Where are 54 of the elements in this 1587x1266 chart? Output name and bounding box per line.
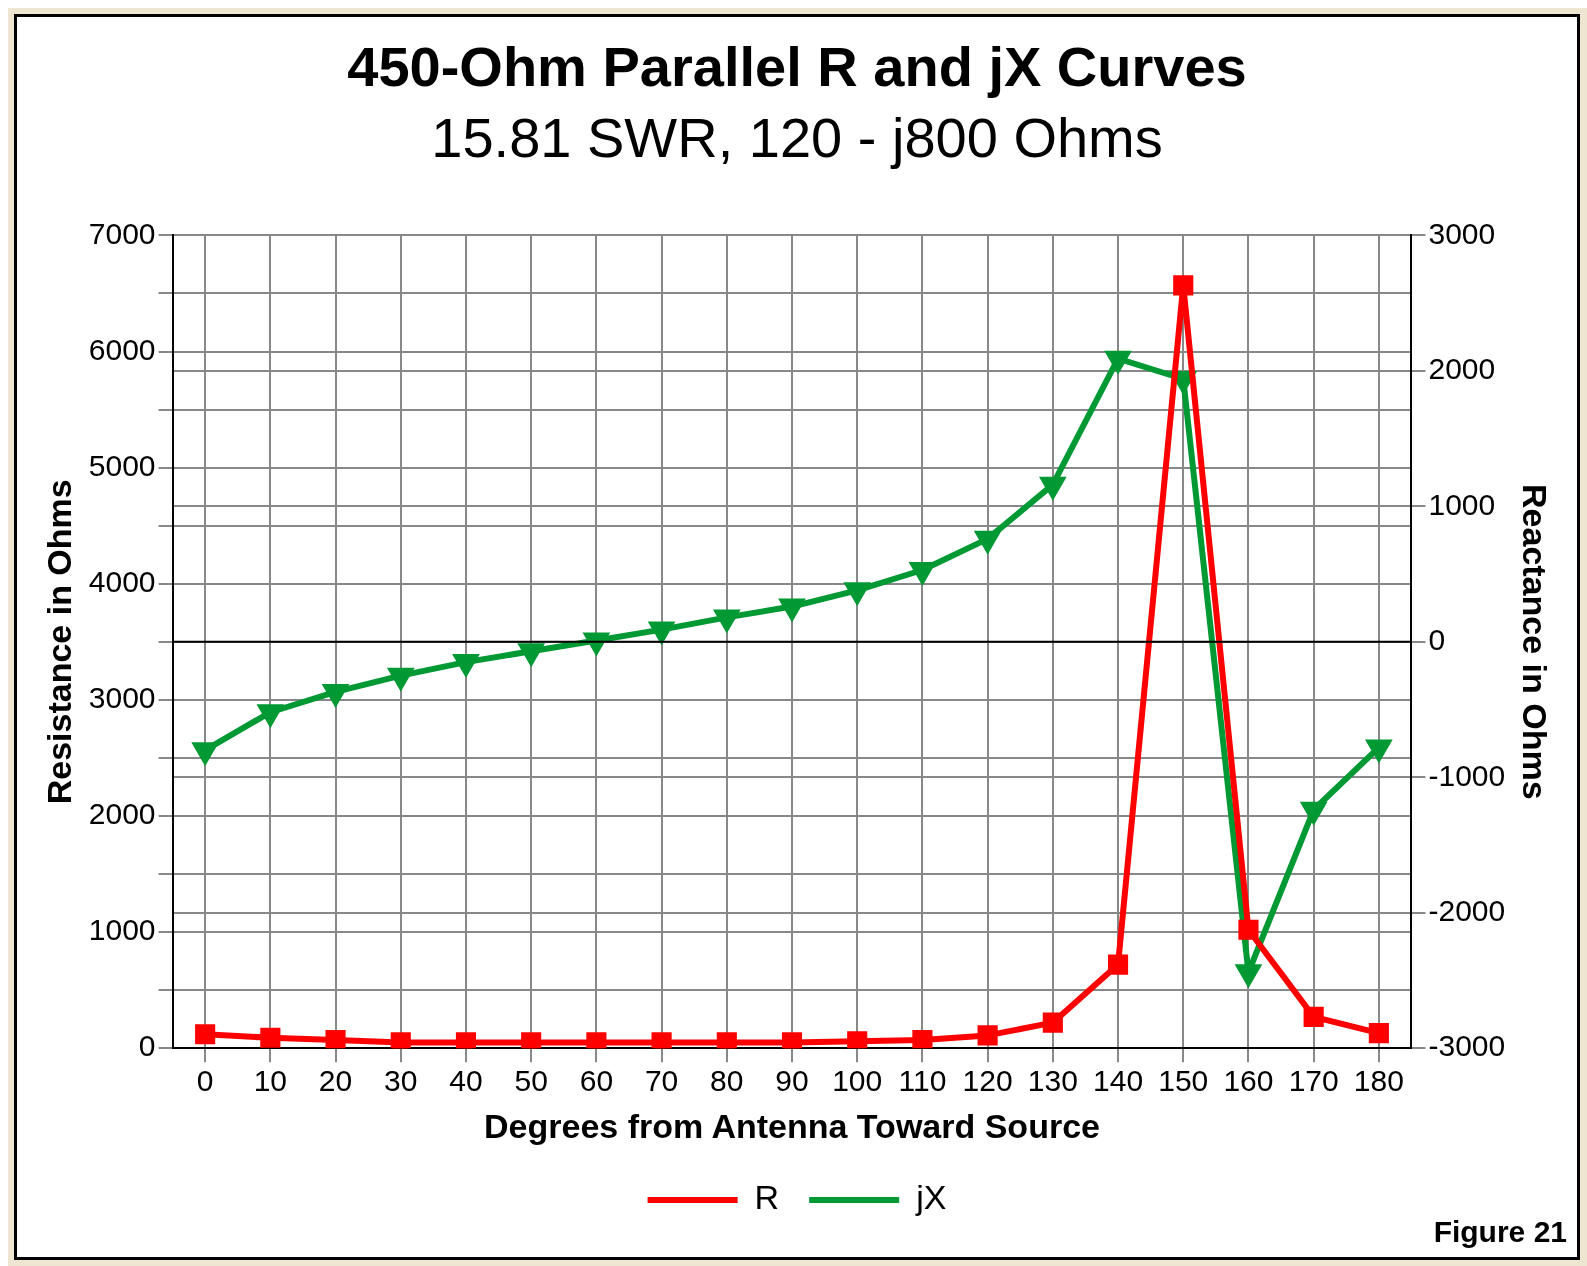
- x-tick-label: 30: [384, 1064, 418, 1098]
- x-tick-label: 40: [449, 1064, 483, 1098]
- x-tick-label: 170: [1288, 1064, 1339, 1098]
- legend-label: R: [754, 1178, 780, 1217]
- point: [847, 1031, 868, 1049]
- x-tick-label: 20: [318, 1064, 353, 1098]
- x-tick-label: 80: [710, 1064, 744, 1098]
- y-tick-label: 5000: [88, 448, 156, 482]
- x-tick-label: 50: [514, 1064, 548, 1098]
- x-tick-label: 140: [1093, 1064, 1144, 1098]
- y-tick-label: 2000: [88, 797, 156, 831]
- x-tick-label: 70: [644, 1064, 679, 1098]
- y-tick-label: 7000: [88, 216, 156, 250]
- point: [1303, 1006, 1324, 1027]
- x-tick-label: 110: [898, 1064, 947, 1098]
- y-tick-label: 1000: [88, 913, 156, 947]
- point: [1368, 1023, 1389, 1044]
- point: [195, 1024, 216, 1045]
- x-axis-title: Degrees from Antenna Toward Source: [484, 1106, 1100, 1145]
- x-tick-label: 60: [579, 1064, 614, 1098]
- x-tick-label: 10: [253, 1064, 288, 1098]
- x-tick-label: 120: [962, 1064, 1013, 1098]
- x-tick-label: 160: [1223, 1064, 1274, 1098]
- y-tick-label: 4000: [88, 565, 156, 599]
- point: [325, 1030, 346, 1049]
- y2-tick-label: 1000: [1428, 487, 1496, 521]
- caption: Figure 21: [1433, 1215, 1567, 1249]
- y2-tick-label: -2000: [1428, 894, 1506, 927]
- y2-tick-label: -3000: [1428, 1029, 1506, 1063]
- y2-tick-label: 3000: [1428, 216, 1496, 250]
- y-tick-label: 6000: [88, 332, 156, 366]
- x-tick-label: 180: [1353, 1064, 1404, 1098]
- y2-tick-label: 2000: [1428, 352, 1496, 386]
- point: [1042, 1012, 1063, 1033]
- x-tick-label: 0: [196, 1064, 214, 1098]
- x-tick-label: 90: [775, 1064, 809, 1098]
- x-tick-label: 100: [832, 1064, 883, 1098]
- point: [1107, 954, 1129, 975]
- y-tick-label: 3000: [88, 681, 156, 715]
- point: [977, 1025, 998, 1046]
- y2-tick-label: 0: [1428, 623, 1446, 657]
- y-tick-label: 0: [138, 1029, 156, 1063]
- y2-tick-label: -1000: [1428, 758, 1506, 792]
- point: [1173, 275, 1194, 296]
- chart-title: 450-Ohm Parallel R and jX Curves: [347, 35, 1247, 99]
- legend-label: jX: [915, 1178, 947, 1217]
- x-tick-label: 130: [1027, 1064, 1078, 1098]
- chart-subtitle: 15.81 SWR, 120 - j800 Ohms: [431, 106, 1163, 170]
- y2-axis-title: Reactance in Ohms: [1516, 484, 1555, 800]
- x-tick-label: 150: [1158, 1064, 1209, 1098]
- y-axis-title: Resistance in Ohms: [39, 479, 78, 805]
- point: [912, 1030, 933, 1049]
- point: [260, 1027, 281, 1048]
- point: [1238, 919, 1259, 940]
